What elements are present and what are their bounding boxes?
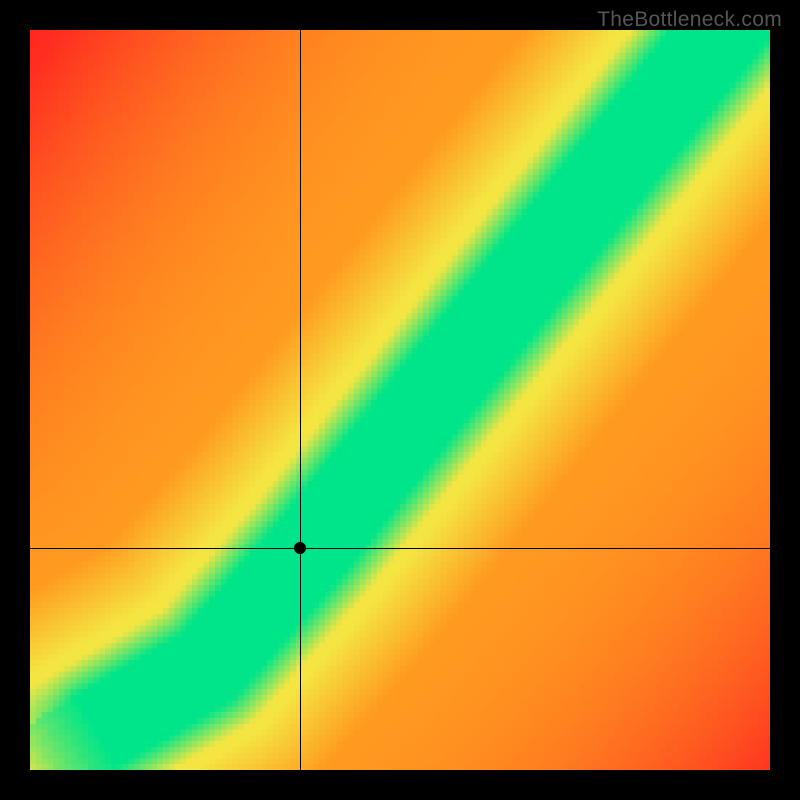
crosshair-horizontal [30,548,770,549]
watermark-text: TheBottleneck.com [597,8,782,32]
bottleneck-heatmap [30,30,770,770]
crosshair-vertical [300,30,301,770]
heatmap-canvas [30,30,770,770]
crosshair-marker [294,542,306,554]
